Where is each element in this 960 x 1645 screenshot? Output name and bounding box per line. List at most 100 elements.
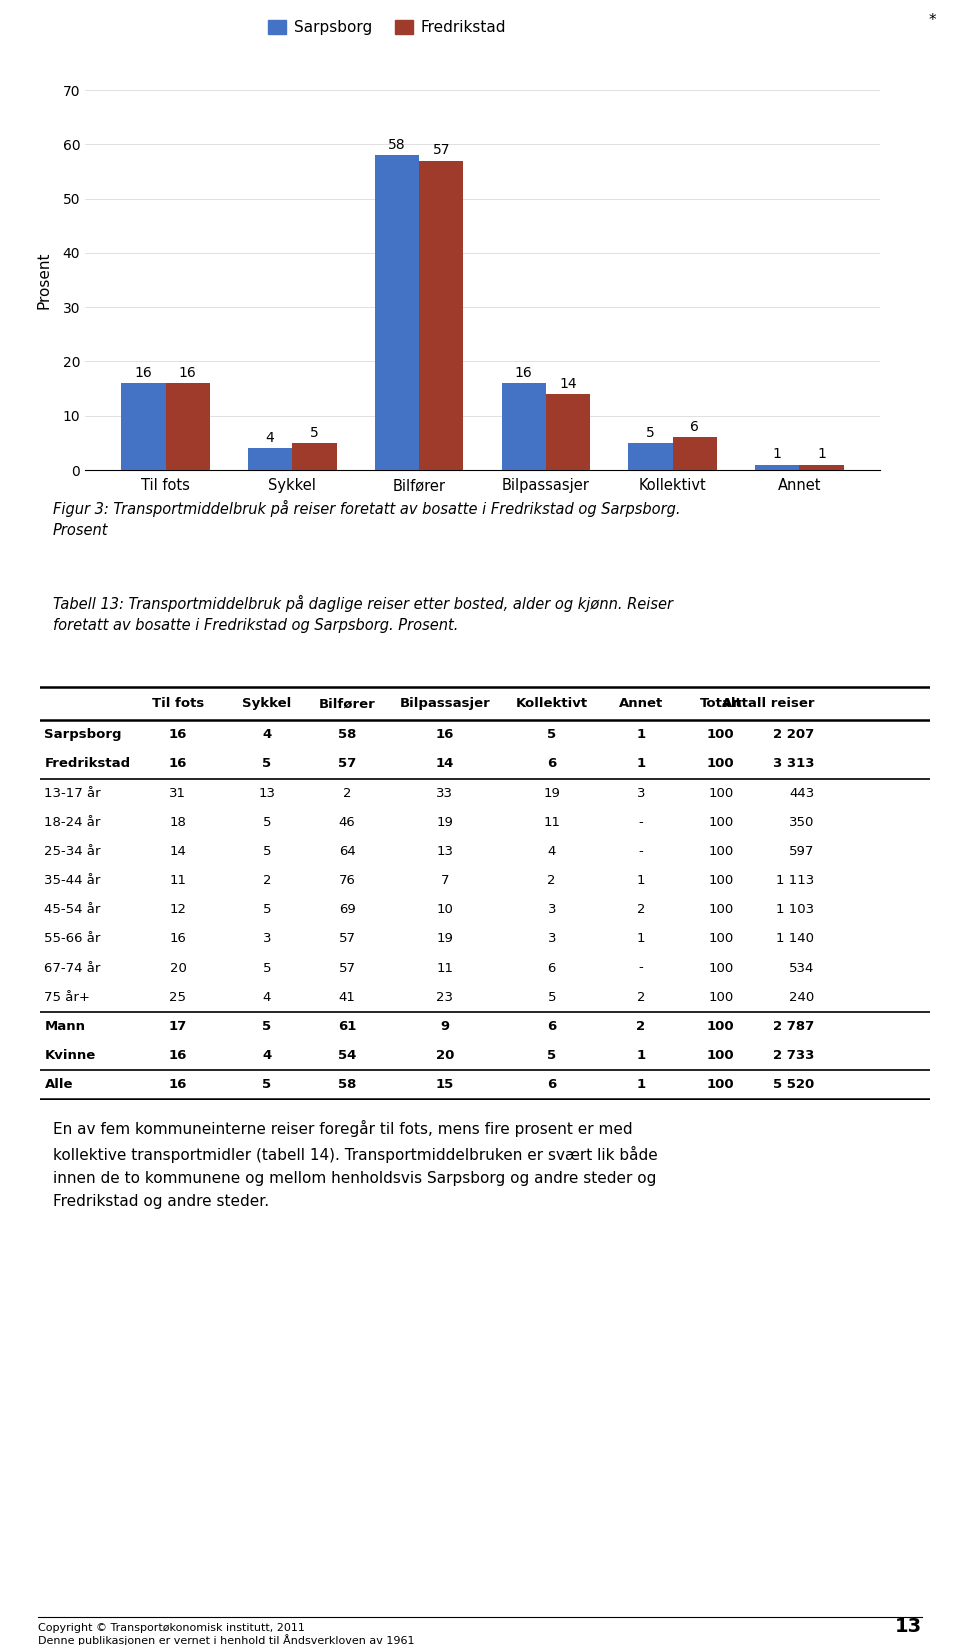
- Text: 31: 31: [170, 786, 186, 799]
- Text: 5: 5: [547, 1050, 556, 1063]
- Text: 3: 3: [636, 786, 645, 799]
- Text: 534: 534: [789, 962, 814, 974]
- Text: Sarpsborg: Sarpsborg: [44, 729, 122, 742]
- Text: 25-34 år: 25-34 år: [44, 846, 101, 859]
- Text: 16: 16: [170, 933, 186, 946]
- Text: 100: 100: [708, 990, 733, 1003]
- Text: Bilfører: Bilfører: [319, 697, 375, 711]
- Text: 4: 4: [266, 431, 275, 446]
- Text: 57: 57: [338, 757, 356, 770]
- Text: 35-44 år: 35-44 år: [44, 873, 101, 887]
- Bar: [248, 449, 292, 470]
- Text: Figur 3: Transportmiddelbruk på reiser foretatt av bosatte i Fredrikstad og Sarp: Figur 3: Transportmiddelbruk på reiser f…: [53, 500, 681, 538]
- Text: 100: 100: [707, 1077, 734, 1091]
- Text: 1: 1: [636, 757, 645, 770]
- Text: 2: 2: [343, 786, 351, 799]
- Text: Kollektivt: Kollektivt: [516, 697, 588, 711]
- Text: 597: 597: [789, 846, 814, 859]
- Text: 17: 17: [169, 1020, 187, 1033]
- Text: 11: 11: [170, 873, 186, 887]
- Text: Tabell 13: Transportmiddelbruk på daglige reiser etter bosted, alder og kjønn. R: Tabell 13: Transportmiddelbruk på daglig…: [53, 595, 673, 633]
- Text: 16: 16: [169, 1050, 187, 1063]
- Text: 58: 58: [338, 1077, 356, 1091]
- Text: 100: 100: [708, 873, 733, 887]
- Text: 5: 5: [547, 990, 556, 1003]
- Text: 2 733: 2 733: [773, 1050, 814, 1063]
- Bar: [756, 464, 800, 470]
- Bar: [628, 443, 673, 470]
- Text: 16: 16: [515, 365, 533, 380]
- Text: 2: 2: [636, 990, 645, 1003]
- Text: 20: 20: [436, 1050, 454, 1063]
- Text: 1: 1: [636, 933, 645, 946]
- Text: 13: 13: [437, 846, 453, 859]
- Text: 14: 14: [560, 377, 577, 392]
- Text: 14: 14: [436, 757, 454, 770]
- Text: -: -: [638, 846, 643, 859]
- Text: 1: 1: [636, 1077, 645, 1091]
- Text: 100: 100: [708, 933, 733, 946]
- Text: Mann: Mann: [44, 1020, 85, 1033]
- Text: 11: 11: [437, 962, 453, 974]
- Text: Copyright © Transportøkonomisk institutt, 2011: Copyright © Transportøkonomisk institutt…: [38, 1624, 305, 1633]
- Bar: [546, 395, 590, 470]
- Text: 1 140: 1 140: [777, 933, 814, 946]
- Text: 240: 240: [789, 990, 814, 1003]
- Text: 3 313: 3 313: [773, 757, 814, 770]
- Text: 16: 16: [436, 729, 454, 742]
- Text: Antall reiser: Antall reiser: [722, 697, 814, 711]
- Text: 20: 20: [170, 962, 186, 974]
- Text: 5: 5: [262, 757, 272, 770]
- Bar: [673, 438, 717, 470]
- Text: Fredrikstad: Fredrikstad: [44, 757, 131, 770]
- Text: 100: 100: [708, 962, 733, 974]
- Text: 57: 57: [433, 143, 450, 158]
- Bar: [800, 464, 844, 470]
- Text: 5: 5: [262, 1077, 272, 1091]
- Text: 4: 4: [262, 729, 272, 742]
- Text: 350: 350: [789, 816, 814, 829]
- Text: 2: 2: [263, 873, 272, 887]
- Text: 6: 6: [547, 1020, 557, 1033]
- Text: 1: 1: [636, 1050, 645, 1063]
- Legend: Sarpsborg, Fredrikstad: Sarpsborg, Fredrikstad: [262, 15, 513, 41]
- Text: 5: 5: [263, 846, 272, 859]
- Text: 1 103: 1 103: [777, 903, 814, 916]
- Text: 2 207: 2 207: [773, 729, 814, 742]
- Bar: [374, 155, 420, 470]
- Text: 1: 1: [817, 447, 827, 461]
- Text: 7: 7: [441, 873, 449, 887]
- Text: 11: 11: [543, 816, 561, 829]
- Text: Sykkel: Sykkel: [242, 697, 292, 711]
- Text: 9: 9: [441, 1020, 449, 1033]
- Text: 67-74 år: 67-74 år: [44, 962, 101, 974]
- Text: 58: 58: [338, 729, 356, 742]
- Text: 100: 100: [707, 1020, 734, 1033]
- Text: 45-54 år: 45-54 år: [44, 903, 101, 916]
- Text: 1 113: 1 113: [776, 873, 814, 887]
- Text: 1: 1: [636, 873, 645, 887]
- Text: 3: 3: [547, 933, 556, 946]
- Text: 4: 4: [263, 990, 271, 1003]
- Text: 100: 100: [707, 1050, 734, 1063]
- Text: 4: 4: [547, 846, 556, 859]
- Text: -: -: [638, 962, 643, 974]
- Text: 100: 100: [707, 757, 734, 770]
- Bar: [501, 383, 546, 470]
- Text: En av fem kommuneinterne reiser foregår til fots, mens fire prosent er med
kolle: En av fem kommuneinterne reiser foregår …: [53, 1120, 658, 1209]
- Text: 16: 16: [179, 365, 197, 380]
- Text: 2: 2: [636, 903, 645, 916]
- Text: 5: 5: [263, 816, 272, 829]
- Text: 19: 19: [437, 816, 453, 829]
- Text: 5 520: 5 520: [773, 1077, 814, 1091]
- Text: -: -: [638, 816, 643, 829]
- Text: 6: 6: [547, 1077, 557, 1091]
- Text: 2 787: 2 787: [773, 1020, 814, 1033]
- Text: 18: 18: [170, 816, 186, 829]
- Text: 443: 443: [789, 786, 814, 799]
- Text: 3: 3: [263, 933, 272, 946]
- Text: 5: 5: [262, 1020, 272, 1033]
- Text: Kvinne: Kvinne: [44, 1050, 96, 1063]
- Text: 76: 76: [339, 873, 355, 887]
- Text: 10: 10: [437, 903, 453, 916]
